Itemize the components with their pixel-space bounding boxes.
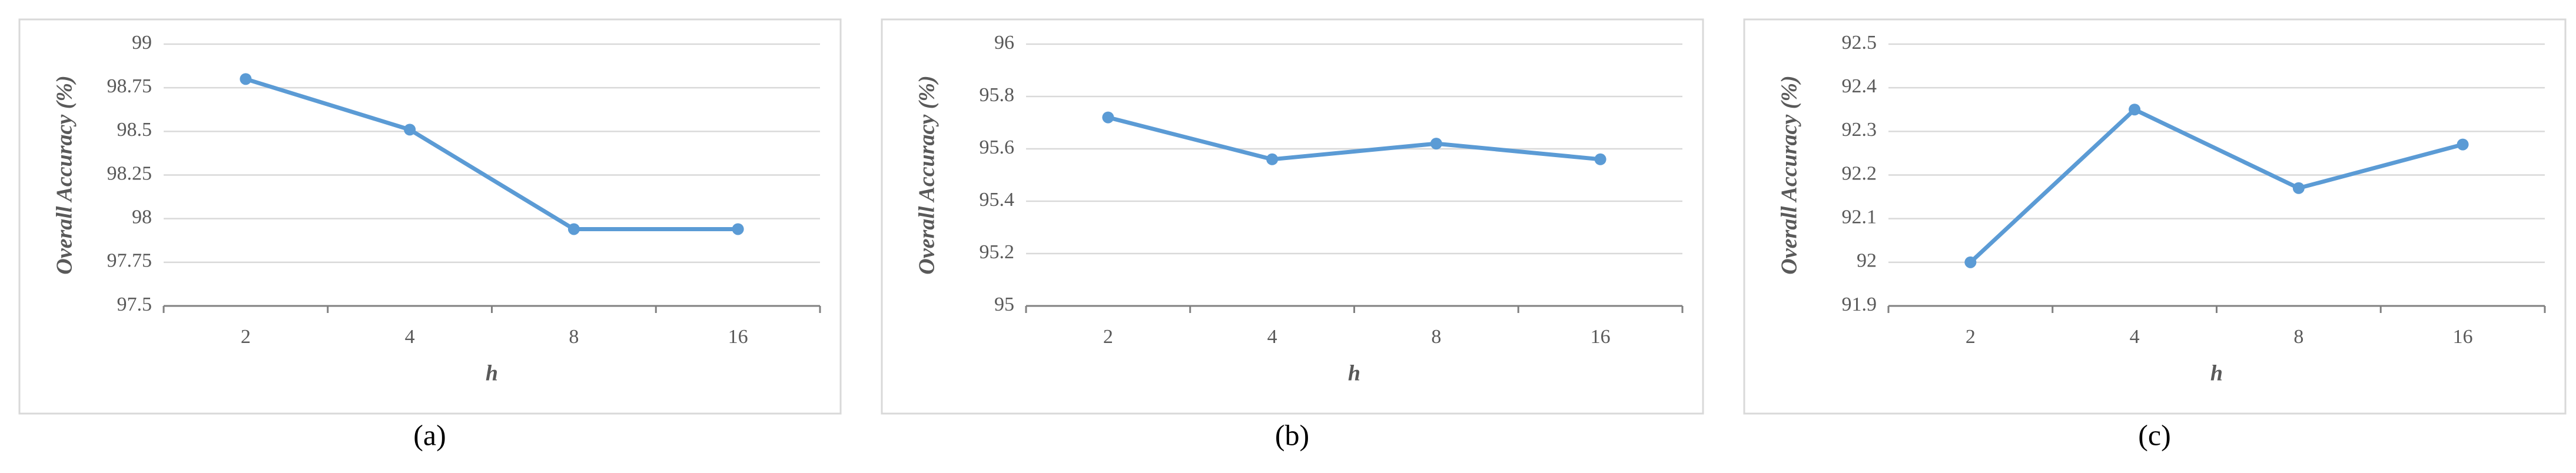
x-tick-label: 4 bbox=[405, 326, 415, 348]
y-tick-label: 99 bbox=[132, 32, 152, 54]
y-tick-label: 98.25 bbox=[107, 162, 152, 184]
data-point bbox=[2457, 138, 2469, 151]
x-tick-label: 8 bbox=[2293, 326, 2303, 348]
y-tick-label: 92.5 bbox=[1842, 32, 1877, 54]
x-tick-label: 8 bbox=[1431, 326, 1441, 348]
caption: (b) bbox=[1275, 418, 1309, 451]
x-tick-label: 8 bbox=[569, 326, 579, 348]
y-tick-label: 98.5 bbox=[117, 119, 152, 141]
x-tick-label: 2 bbox=[241, 326, 251, 348]
x-tick-label: 4 bbox=[2130, 326, 2140, 348]
caption: (c) bbox=[2138, 418, 2171, 451]
y-tick-label: 92.2 bbox=[1842, 162, 1877, 184]
data-point bbox=[2292, 182, 2305, 194]
data-line bbox=[1968, 107, 2464, 264]
data-line bbox=[1107, 115, 1601, 162]
caption: (a) bbox=[413, 418, 446, 451]
data-point bbox=[2129, 104, 2141, 116]
x-axis-label: h bbox=[486, 361, 498, 386]
y-tick-label: 98.75 bbox=[107, 75, 152, 97]
x-axis-label: h bbox=[1348, 361, 1360, 386]
chart-panel: 97.5 97.75 98 98.25 98.5 98.75 99 2 4 8 16 h Overall… bbox=[18, 18, 842, 451]
y-tick-label: 95.4 bbox=[980, 189, 1015, 211]
data-line bbox=[245, 76, 738, 231]
y-tick-label: 92.3 bbox=[1842, 119, 1877, 141]
y-tick-label: 97.5 bbox=[117, 294, 152, 315]
data-point bbox=[1102, 111, 1114, 124]
y-tick-label: 92.1 bbox=[1842, 206, 1877, 228]
y-tick-label: 96 bbox=[994, 32, 1014, 54]
data-point bbox=[1430, 138, 1442, 150]
panel-frame bbox=[1743, 18, 2567, 415]
y-tick-label: 95 bbox=[994, 294, 1014, 315]
x-tick-label: 2 bbox=[1966, 326, 1976, 348]
y-axis-label: Overall Accuracy (%) bbox=[52, 75, 77, 274]
data-point bbox=[240, 73, 252, 85]
x-tick-label: 16 bbox=[2453, 326, 2473, 348]
data-point bbox=[732, 223, 744, 235]
x-tick-label: 4 bbox=[1267, 326, 1277, 348]
y-tick-label: 95.2 bbox=[980, 241, 1015, 263]
data-point bbox=[1266, 153, 1279, 165]
y-axis-label: Overall Accuracy (%) bbox=[1777, 75, 1802, 274]
data-point bbox=[1594, 153, 1606, 165]
x-tick-label: 16 bbox=[1591, 326, 1611, 348]
data-point bbox=[567, 223, 580, 235]
x-tick-label: 2 bbox=[1103, 326, 1113, 348]
panel-frame bbox=[18, 18, 842, 415]
data-point bbox=[1964, 256, 1977, 268]
y-tick-label: 92 bbox=[1857, 250, 1877, 272]
y-tick-label: 95.6 bbox=[980, 136, 1015, 158]
y-tick-label: 97.75 bbox=[107, 250, 152, 272]
data-point bbox=[404, 124, 416, 136]
y-tick-label: 91.9 bbox=[1842, 294, 1877, 315]
panel-frame bbox=[881, 18, 1704, 415]
x-tick-label: 16 bbox=[728, 326, 748, 348]
x-axis-label: h bbox=[2210, 361, 2223, 386]
chart-panel: 95 95.2 95.4 95.6 95.8 96 2 4 8 16 h Overall Accura… bbox=[881, 18, 1704, 451]
y-axis-label: Overall Accuracy (%) bbox=[915, 75, 940, 274]
y-tick-label: 98 bbox=[132, 206, 152, 228]
y-tick-label: 92.4 bbox=[1842, 75, 1877, 97]
y-tick-label: 95.8 bbox=[980, 84, 1015, 106]
chart-panel: 91.9 92 92.1 92.2 92.3 92.4 92.5 2 4 8 16 h Overall … bbox=[1743, 18, 2567, 451]
